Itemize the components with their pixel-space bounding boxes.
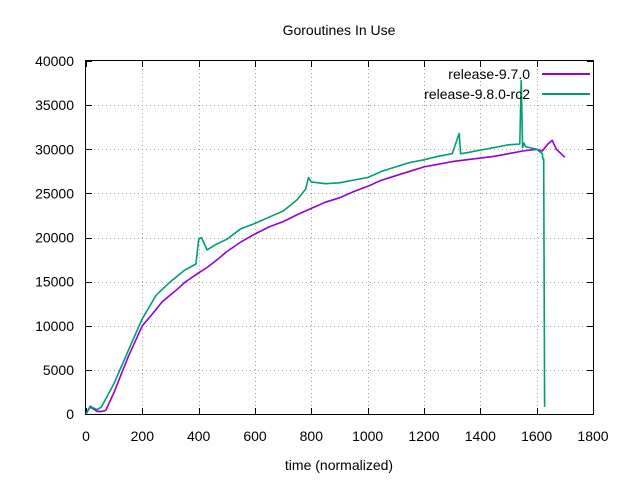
x-tick-label: 1200 [408,428,439,444]
series-line-release-9-8-0-rc2 [85,79,546,415]
y-tick-label: 0 [66,406,74,422]
y-tick-label: 15000 [35,274,74,290]
legend-label-release-9-7-0: release-9.7.0 [448,66,530,82]
chart-title: Goroutines In Use [283,22,396,38]
y-tick-label: 5000 [43,362,74,378]
axis-ticks: 0 200 400 600 800 1000 1200 1400 1600 1800 0 5000 10… [35,53,609,444]
x-tick-label: 600 [243,428,267,444]
series-layer [85,79,566,415]
plot-frame [85,60,594,415]
x-tick-label: 200 [131,428,155,444]
y-tick-label: 30000 [35,141,74,157]
y-tick-label: 35000 [35,97,74,113]
legend: release-9.7.0 release-9.8.0-rc2 [424,66,590,102]
legend-label-release-9-8-0-rc2: release-9.8.0-rc2 [424,86,530,102]
x-tick-label: 800 [300,428,324,444]
x-axis-label: time (normalized) [285,457,393,473]
x-tick-label: 400 [187,428,211,444]
x-tick-label: 1400 [465,428,496,444]
x-tick-label: 1800 [577,428,608,444]
series-line-release-9-7-0 [85,139,566,415]
x-tick-label: 1600 [521,428,552,444]
y-tick-label: 10000 [35,318,74,334]
x-tick-label: 1000 [352,428,383,444]
y-tick-label: 25000 [35,185,74,201]
x-tick-label: 0 [82,428,90,444]
y-tick-label: 20000 [35,230,74,246]
y-tick-label: 40000 [35,53,74,69]
